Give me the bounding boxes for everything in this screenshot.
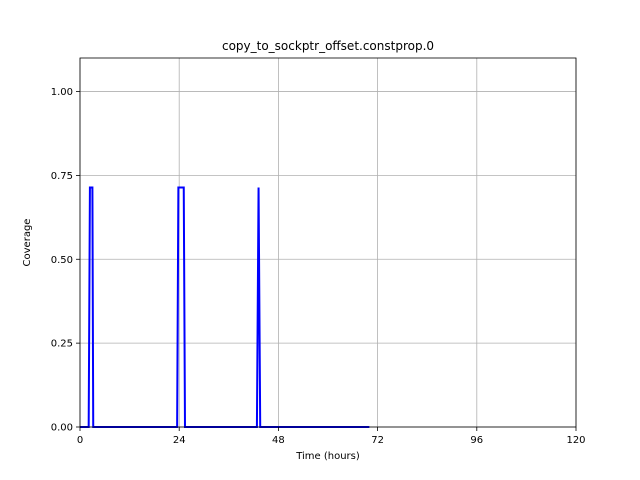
y-tick-label: 0.50 <box>51 255 73 266</box>
y-tick-label: 0.25 <box>51 339 73 350</box>
x-tick-label: 96 <box>470 435 483 446</box>
x-axis: 0 24 48 72 96 120 <box>77 427 586 446</box>
x-tick-label: 0 <box>77 435 83 446</box>
y-axis-label: Coverage <box>22 219 33 267</box>
x-tick-label: 120 <box>566 435 585 446</box>
series-line <box>80 186 370 428</box>
chart-title: copy_to_sockptr_offset.constprop.0 <box>222 39 434 53</box>
y-axis: 0.00 0.25 0.50 0.75 1.00 <box>51 87 80 434</box>
x-tick-label: 48 <box>272 435 285 446</box>
x-axis-label: Time (hours) <box>295 451 360 462</box>
plot-frame <box>79 57 577 428</box>
x-tick-label: 24 <box>173 435 186 446</box>
y-tick-label: 0.00 <box>51 423 73 434</box>
series-layer <box>80 186 370 428</box>
y-tick-label: 1.00 <box>51 87 73 98</box>
grid <box>79 58 577 428</box>
x-tick-label: 72 <box>371 435 384 446</box>
y-tick-label: 0.75 <box>51 171 73 182</box>
